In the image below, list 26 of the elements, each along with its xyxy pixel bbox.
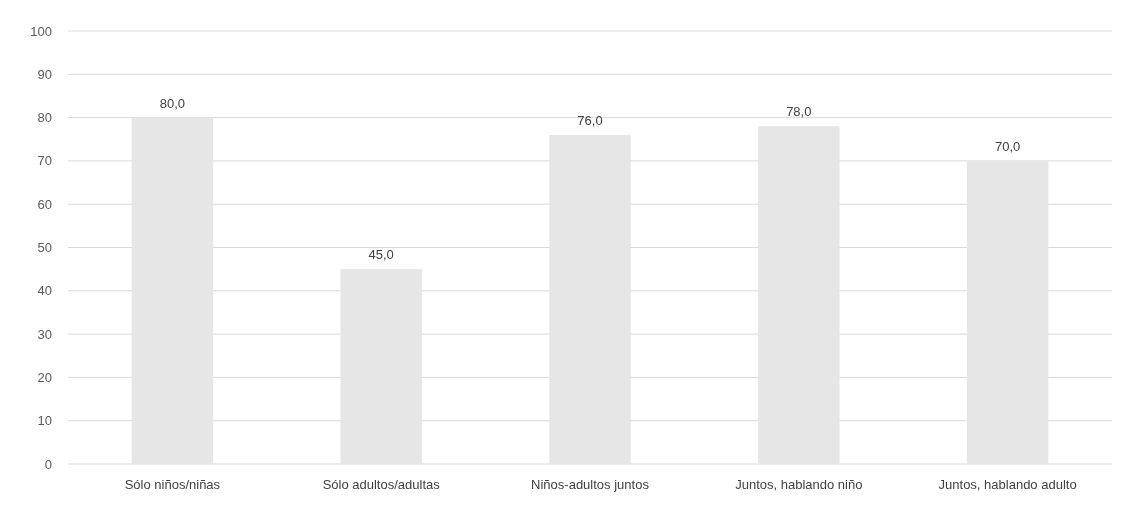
y-tick-label: 20	[37, 369, 52, 385]
x-tick-label: Juntos, hablando niño	[735, 477, 863, 492]
x-tick-label: Sólo adultos/adultas	[322, 477, 441, 492]
y-tick-label: 0	[44, 456, 52, 472]
data-label: 45,0	[368, 247, 394, 263]
bar	[966, 160, 1049, 464]
y-tick-label: 70	[37, 153, 52, 169]
y-tick-label: 40	[37, 283, 52, 299]
y-tick-label: 80	[37, 110, 52, 126]
y-tick-label: 100	[30, 23, 52, 39]
x-tick-label: Sólo niños/niñas	[124, 477, 221, 492]
y-tick-label: 10	[37, 413, 52, 429]
y-tick-label: 50	[37, 240, 52, 256]
x-tick-label: Juntos, hablando adulto	[938, 477, 1077, 492]
data-label: 78,0	[786, 104, 812, 120]
bar	[758, 126, 840, 464]
bar	[131, 117, 214, 464]
data-label: 76,0	[577, 112, 603, 128]
y-tick-label: 90	[37, 66, 52, 82]
data-label: 70,0	[994, 138, 1021, 154]
x-tick-label: Niños-adultos juntos	[531, 477, 650, 492]
bar	[340, 269, 422, 464]
y-tick-label: 60	[37, 196, 52, 212]
bar	[549, 134, 631, 464]
y-tick-label: 30	[37, 326, 52, 342]
data-label: 80,0	[159, 95, 186, 111]
